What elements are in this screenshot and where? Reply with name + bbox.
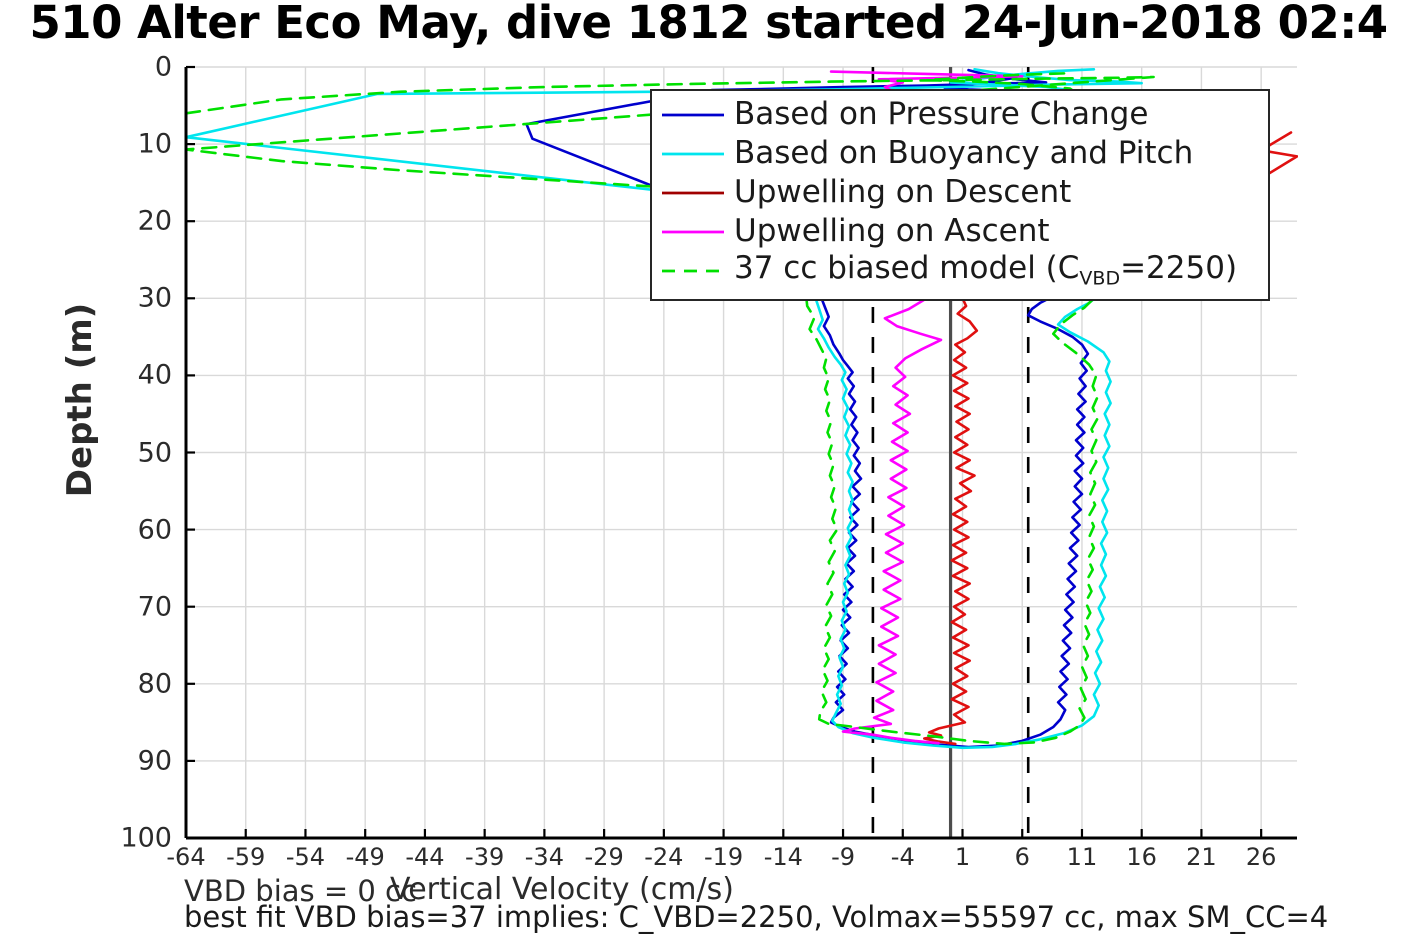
y-tick-label: 60: [137, 514, 172, 546]
x-tick-label: 11: [1066, 843, 1098, 871]
series-line: [185, 71, 1155, 746]
y-tick-label: 70: [137, 591, 172, 623]
legend-item[interactable]: Upwelling on Descent: [652, 173, 1268, 212]
data-series-group: [185, 68, 1298, 750]
axis-frame: [184, 65, 1297, 840]
legend-line-sample: [662, 269, 724, 273]
legend-line-sample: [662, 191, 724, 195]
legend-label: Upwelling on Descent: [734, 174, 1072, 210]
x-tick-label: -19: [703, 843, 744, 871]
series-line: [185, 68, 1143, 750]
legend-label: Based on Pressure Change: [734, 96, 1149, 132]
x-tick-label: -54: [285, 843, 326, 871]
legend-line-sample: [662, 113, 724, 117]
y-tick-label: 30: [137, 282, 172, 314]
legend-box[interactable]: Based on Pressure Change Based on Buoyanc…: [650, 89, 1270, 301]
x-axis-label: Vertical Velocity (cm/s): [390, 872, 734, 907]
vbd-bias-annotation: VBD bias = 0 cc: [184, 874, 417, 908]
y-tick-label: 50: [137, 437, 172, 468]
x-tick-label: -64: [166, 843, 206, 871]
page-title: 510 Alter Eco May, dive 1812 started 24-…: [29, 0, 1388, 49]
x-tick-label: -39: [465, 843, 505, 871]
series-line: [923, 131, 1298, 746]
legend-label-subscript: VBD: [1079, 267, 1121, 290]
x-tick-label: -24: [644, 843, 684, 871]
best-fit-footnote: best fit VBD bias=37 implies: C_VBD=2250…: [184, 900, 1329, 934]
y-tick-label: 10: [137, 128, 172, 160]
x-tick-label: -59: [226, 843, 266, 871]
x-tick-label: 16: [1126, 843, 1157, 871]
x-tick-label: 1: [954, 843, 971, 871]
x-tick-label: -34: [524, 843, 564, 871]
legend-label: Upwelling on Ascent: [734, 213, 1050, 249]
legend-item[interactable]: 37 cc biased model (CVBD=2250): [652, 251, 1268, 290]
y-tick-label: 0: [154, 51, 172, 83]
x-tick-label: -44: [405, 843, 445, 871]
x-tick-label: -14: [763, 843, 803, 871]
x-tick-label: -29: [584, 843, 624, 871]
legend-line-sample: [662, 152, 724, 156]
legend-item[interactable]: Upwelling on Ascent: [652, 212, 1268, 251]
x-tick-label: -49: [345, 843, 385, 871]
series-line: [829, 70, 1024, 745]
legend-item[interactable]: Based on Pressure Change: [652, 95, 1268, 134]
y-tick-label: 20: [137, 205, 172, 237]
legend-item[interactable]: Based on Buoyancy and Pitch: [652, 134, 1268, 173]
x-tick-label: -4: [890, 843, 915, 871]
y-tick-label: 100: [120, 822, 172, 854]
y-tick-label: 90: [137, 745, 172, 777]
legend-label: 37 cc biased model (CVBD=2250): [734, 249, 1238, 290]
y-tick-label: 40: [137, 359, 172, 391]
legend-line-sample: [662, 230, 724, 234]
y-tick-label: 80: [137, 668, 172, 700]
x-tick-label: -9: [831, 843, 855, 871]
legend-label: Based on Buoyancy and Pitch: [734, 135, 1194, 171]
x-tick-label: 26: [1245, 843, 1277, 871]
x-tick-label: 6: [1014, 843, 1030, 871]
x-tick-label: 21: [1186, 843, 1217, 871]
